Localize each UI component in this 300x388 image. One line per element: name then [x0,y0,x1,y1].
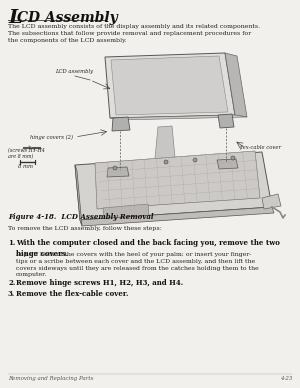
Text: Pop off both of the covers with the heel of your palm; or insert your finger-
ti: Pop off both of the covers with the heel… [16,253,259,277]
Text: CD Assembly: CD Assembly [17,11,118,25]
Text: Remove the flex-cable cover.: Remove the flex-cable cover. [16,289,128,298]
Text: Removing and Replacing Parts: Removing and Replacing Parts [8,376,94,381]
Polygon shape [75,152,272,220]
Circle shape [231,156,235,160]
Text: Remove hinge screws H1, H2, H3, and H4.: Remove hinge screws H1, H2, H3, and H4. [16,279,183,288]
Polygon shape [154,126,176,169]
Polygon shape [218,114,234,128]
Text: 8 mm: 8 mm [19,164,34,169]
Text: Figure 4-18.  LCD Assembly Removal: Figure 4-18. LCD Assembly Removal [8,213,154,221]
Circle shape [164,160,168,164]
Text: (screws H1-H4
are 8 mm): (screws H1-H4 are 8 mm) [8,148,45,159]
Text: 1.: 1. [8,239,15,247]
Polygon shape [217,159,238,169]
Polygon shape [112,117,130,131]
Polygon shape [105,53,235,118]
Polygon shape [262,194,281,209]
Text: To remove the LCD assembly, follow these steps:: To remove the LCD assembly, follow these… [8,226,162,231]
Polygon shape [225,53,247,117]
Polygon shape [111,56,228,115]
Circle shape [113,166,117,170]
Polygon shape [75,165,82,226]
Circle shape [193,158,197,162]
Polygon shape [107,167,129,177]
Text: The LCD assembly consists of the display assembly and its related components.
Th: The LCD assembly consists of the display… [8,24,260,43]
Polygon shape [80,207,274,226]
Text: 4-23: 4-23 [280,376,292,381]
Text: hinge covers (2): hinge covers (2) [30,134,73,140]
Polygon shape [110,115,247,120]
Polygon shape [103,204,149,221]
Text: LCD assembly: LCD assembly [55,69,93,74]
Text: L: L [8,9,22,27]
Text: 2.: 2. [8,279,15,288]
Text: With the computer closed and the back facing you, remove the two
hinge covers.: With the computer closed and the back fa… [16,239,280,258]
Text: flex-cable cover: flex-cable cover [239,146,281,151]
Polygon shape [95,151,260,209]
Text: 3.: 3. [8,289,15,298]
